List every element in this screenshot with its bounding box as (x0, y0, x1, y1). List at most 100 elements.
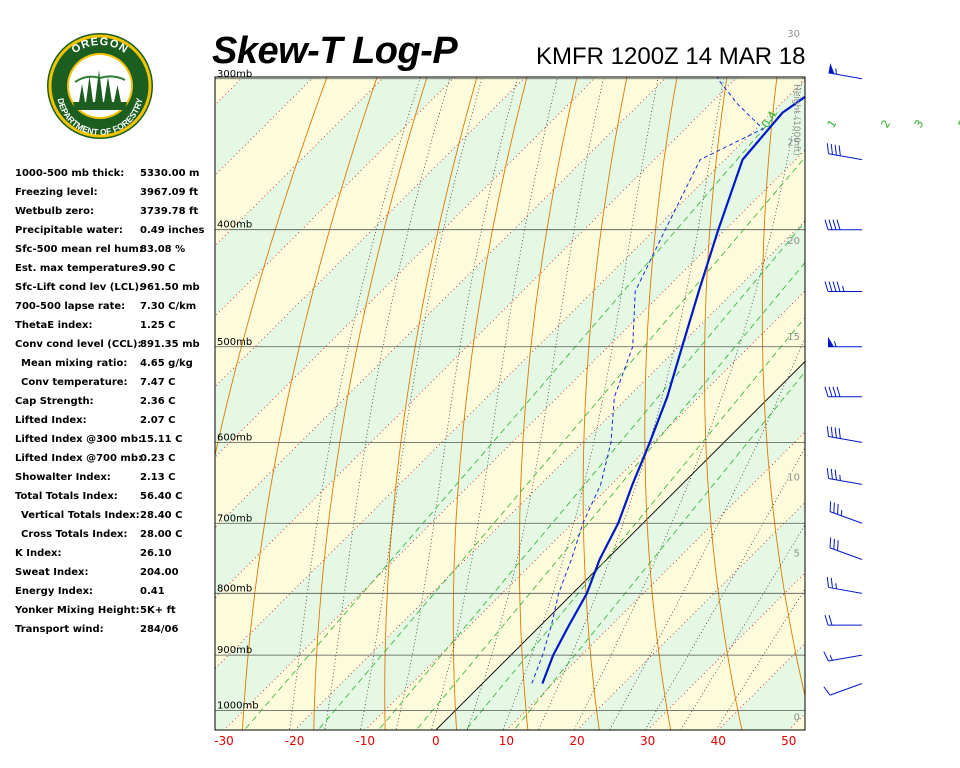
wind-barb-full (829, 537, 832, 548)
height-tick-label: 15 (787, 332, 800, 343)
mixing-ratio-label: 2 (879, 118, 894, 131)
wind-barb-full (824, 219, 829, 230)
mixing-ratio-line (465, 316, 805, 730)
index-label: Cap Strength: (15, 396, 94, 407)
index-value: 4.65 g/kg (140, 358, 193, 369)
dry-adiabat (452, 77, 528, 730)
index-value: 9.90 C (140, 263, 176, 274)
index-label: 700-500 lapse rate: (15, 301, 126, 312)
wind-barb-staff (829, 547, 863, 560)
wind-barb-full (837, 540, 839, 551)
index-value: 7.30 C/km (140, 301, 197, 312)
wind-barb (824, 219, 862, 231)
height-tick-label: 20 (787, 236, 800, 247)
wind-barb-full (838, 145, 841, 156)
isotherm-band (215, 79, 805, 730)
wind-barb (823, 651, 863, 662)
isobar-label: 600mb (217, 432, 252, 443)
wind-barb-full (828, 614, 833, 626)
isobar-label: 800mb (217, 583, 252, 594)
index-value: 0.49 inches (140, 225, 205, 236)
moist-adiabat (466, 77, 605, 730)
wind-barb (828, 63, 863, 80)
wind-barb-half (835, 583, 837, 589)
index-value: 2.36 C (140, 396, 176, 407)
isotherm-band (365, 291, 805, 730)
mixing-ratio-label: 1 (825, 118, 840, 131)
temperature-tick-label: -10 (355, 734, 375, 748)
index-value: 3739.78 ft (140, 206, 199, 217)
height-tick-label: 25 (787, 137, 800, 148)
index-label: Sfc-Lift cond lev (LCL): (15, 282, 144, 293)
mixing-ratio-line (513, 371, 805, 730)
index-label: Conv temperature: (21, 377, 128, 388)
isotherm-band (215, 77, 314, 176)
moist-adiabat (644, 446, 805, 730)
wind-barb-flag (828, 336, 834, 347)
wind-barb-staff (828, 436, 863, 443)
index-label: Sweat Index: (15, 567, 89, 578)
wind-barb-full (834, 144, 837, 156)
index-value: 15.11 C (140, 434, 183, 445)
wind-barb-full (824, 386, 829, 397)
wind-barb-full (834, 427, 837, 438)
isotherm-band (224, 150, 805, 730)
chart-title: Skew-T Log-P (212, 30, 458, 72)
mixing-ratio-label: 5 (956, 118, 960, 131)
wind-barb-full (823, 651, 829, 662)
index-label: Wetbulb zero: (15, 206, 94, 217)
wind-barb-full (824, 281, 829, 292)
zero-isotherm-line (435, 360, 805, 730)
wind-barb-staff (828, 478, 863, 485)
isotherm-band (788, 713, 805, 730)
wind-barb-full (833, 502, 835, 514)
index-value: 2.07 C (140, 415, 176, 426)
wind-barbs (823, 63, 863, 696)
wind-barb-staff (828, 586, 863, 594)
isotherm-bands (215, 77, 805, 730)
wind-barb-full (838, 428, 841, 439)
wind-barb-staff (828, 153, 863, 161)
index-label: Sfc-500 mean rel hum: (15, 244, 143, 255)
wind-barb-staff (828, 654, 863, 662)
isotherm-line (853, 0, 960, 736)
index-label: Mean mixing ratio: (21, 358, 128, 369)
index-label: Conv cond level (CCL): (15, 339, 142, 350)
isotherm-band (215, 77, 805, 669)
index-label: Lifted Index @300 mb: (15, 434, 142, 445)
isobar-label: 400mb (217, 220, 252, 231)
dry-adiabat (704, 77, 743, 730)
index-label: Yonker Mixing Height: (15, 605, 140, 616)
wind-barb-full (832, 386, 837, 397)
index-label: Precipitable water: (15, 225, 123, 236)
index-label: Showalter Index: (15, 472, 111, 483)
temperature-profile (541, 95, 805, 684)
dry-adiabat (644, 77, 678, 730)
wind-barb-flag (828, 63, 835, 74)
isobar-label: 900mb (217, 645, 252, 656)
index-value: 7.47 C (140, 377, 176, 388)
moist-adiabat (360, 77, 483, 730)
temperature-tick-label: 10 (499, 734, 514, 748)
mixing-ratio-line (415, 262, 805, 730)
isotherm-band (577, 502, 805, 730)
wind-barb-full (828, 386, 833, 397)
temperature-tick-label: 30 (640, 734, 655, 748)
index-label: 1000-500 mb thick: (15, 168, 125, 179)
dry-adiabat (873, 0, 960, 736)
wind-barb-full (824, 614, 829, 626)
index-label: ThetaE index: (15, 320, 93, 331)
temperature-tick-label: 40 (711, 734, 726, 748)
mixing-ratio-line (243, 112, 778, 730)
temperature-tick-label: -20 (285, 734, 305, 748)
moist-adiabat (395, 77, 519, 730)
wind-barb-full (823, 686, 831, 696)
wind-barb-full (832, 219, 837, 230)
index-value: 204.00 (140, 567, 179, 578)
index-label: Lifted Index: (15, 415, 87, 426)
station-time-label: KMFR 1200Z 14 MAR 18 (536, 43, 806, 70)
index-value: 28.40 C (140, 510, 183, 521)
index-value: 0.23 C (140, 453, 176, 464)
isobar-label: 700mb (217, 513, 252, 524)
